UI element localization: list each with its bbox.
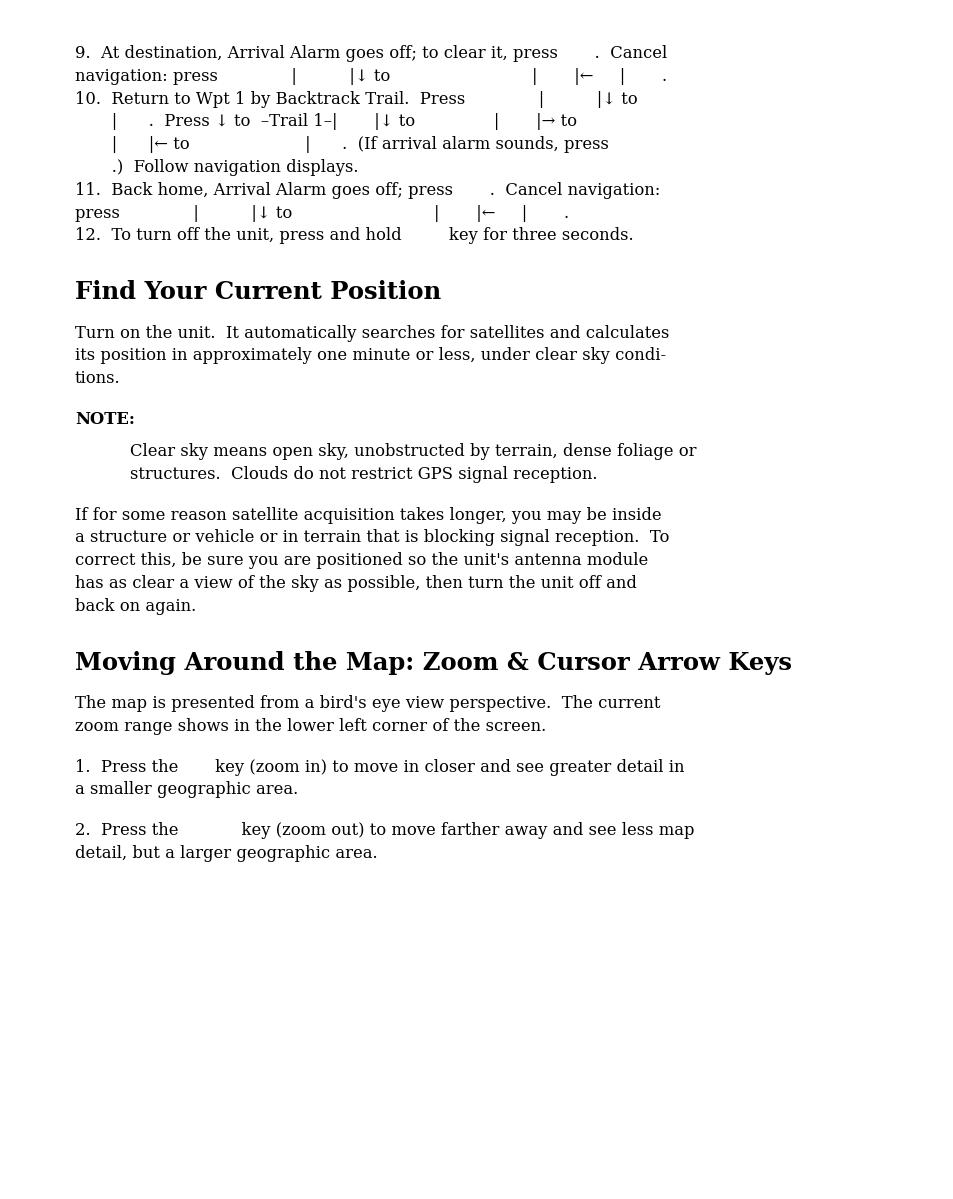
Text: The map is presented from a bird's eye view perspective.  The current: The map is presented from a bird's eye v… <box>75 695 659 712</box>
Text: navigation: press              |          |↓ to                           |     : navigation: press | |↓ to | <box>75 68 666 85</box>
Text: If for some reason satellite acquisition takes longer, you may be inside: If for some reason satellite acquisition… <box>75 507 661 524</box>
Text: 10.  Return to Wpt 1 by Backtrack Trail.  Press              |          |↓ to: 10. Return to Wpt 1 by Backtrack Trail. … <box>75 91 637 108</box>
Text: press              |          |↓ to                           |       |←     |  : press | |↓ to | |← | <box>75 205 569 222</box>
Text: Find Your Current Position: Find Your Current Position <box>75 281 440 305</box>
Text: Moving Around the Map: Zoom & Cursor Arrow Keys: Moving Around the Map: Zoom & Cursor Arr… <box>75 651 791 675</box>
Text: its position in approximately one minute or less, under clear sky condi-: its position in approximately one minute… <box>75 348 665 364</box>
Text: correct this, be sure you are positioned so the unit's antenna module: correct this, be sure you are positioned… <box>75 553 648 570</box>
Text: 9.  At destination, Arrival Alarm goes off; to clear it, press       .  Cancel: 9. At destination, Arrival Alarm goes of… <box>75 46 666 62</box>
Text: structures.  Clouds do not restrict GPS signal reception.: structures. Clouds do not restrict GPS s… <box>130 465 597 483</box>
Text: 2.  Press the            key (zoom out) to move farther away and see less map: 2. Press the key (zoom out) to move fart… <box>75 823 694 839</box>
Text: 11.  Back home, Arrival Alarm goes off; press       .  Cancel navigation:: 11. Back home, Arrival Alarm goes off; p… <box>75 182 659 199</box>
Text: tions.: tions. <box>75 370 120 387</box>
Text: detail, but a larger geographic area.: detail, but a larger geographic area. <box>75 845 377 862</box>
Text: Clear sky means open sky, unobstructed by terrain, dense foliage or: Clear sky means open sky, unobstructed b… <box>130 442 696 460</box>
Text: Turn on the unit.  It automatically searches for satellites and calculates: Turn on the unit. It automatically searc… <box>75 325 669 342</box>
Text: a smaller geographic area.: a smaller geographic area. <box>75 782 298 799</box>
Text: a structure or vehicle or in terrain that is blocking signal reception.  To: a structure or vehicle or in terrain tha… <box>75 530 669 547</box>
Text: 1.  Press the       key (zoom in) to move in closer and see greater detail in: 1. Press the key (zoom in) to move in cl… <box>75 759 684 776</box>
Text: NOTE:: NOTE: <box>75 411 134 428</box>
Text: back on again.: back on again. <box>75 598 196 615</box>
Text: |      |← to                      |      .  (If arrival alarm sounds, press: | |← to | . (If arrival alarm sounds, pr… <box>75 137 608 153</box>
Text: |      .  Press ↓ to  –Trail 1–|       |↓ to               |       |→ to: | . Press ↓ to –Trail 1–| |↓ to | |→ to <box>75 114 577 131</box>
Text: zoom range shows in the lower left corner of the screen.: zoom range shows in the lower left corne… <box>75 718 546 735</box>
Text: .)  Follow navigation displays.: .) Follow navigation displays. <box>75 159 358 176</box>
Text: has as clear a view of the sky as possible, then turn the unit off and: has as clear a view of the sky as possib… <box>75 576 637 592</box>
Text: 12.  To turn off the unit, press and hold         key for three seconds.: 12. To turn off the unit, press and hold… <box>75 228 633 245</box>
